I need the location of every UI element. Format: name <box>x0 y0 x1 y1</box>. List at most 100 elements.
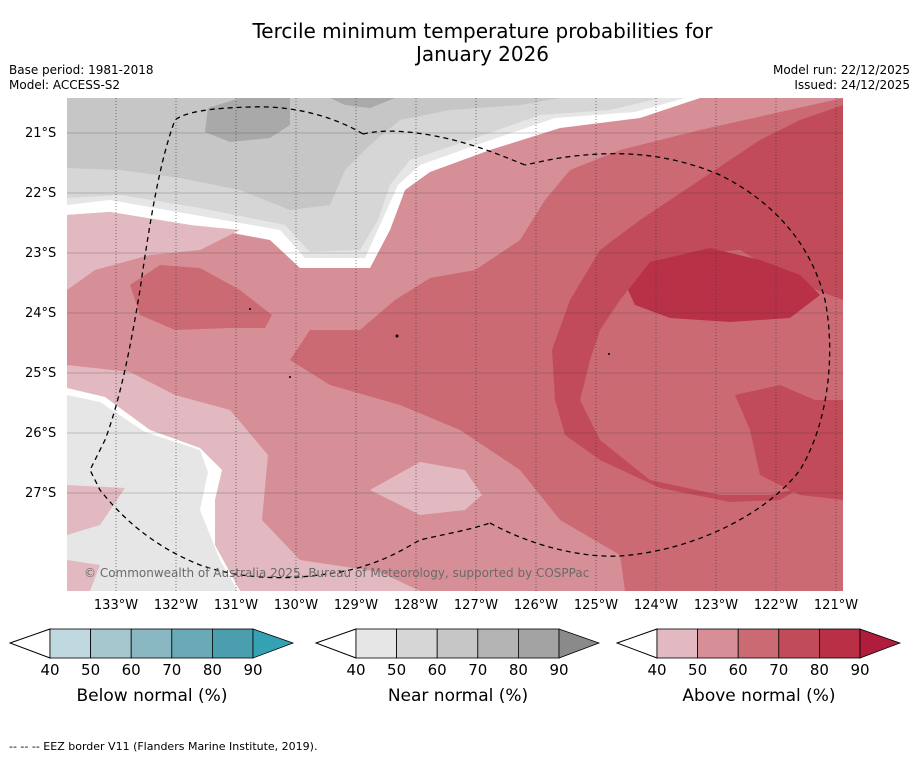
colorbar-above-segment <box>778 628 820 659</box>
colorbar-above <box>616 628 902 659</box>
lon-label-130w: 130°W <box>273 598 319 613</box>
colorbar-near-segment <box>477 628 519 659</box>
probability-map <box>67 98 843 591</box>
colorbar-below-segment <box>130 628 173 659</box>
lon-label-129w: 129°W <box>333 598 379 613</box>
colorbar-above-under <box>616 628 658 659</box>
island-mark <box>395 334 399 338</box>
lon-label-123w: 123°W <box>693 598 739 613</box>
lon-label-126w: 126°W <box>513 598 559 613</box>
base-period: Base period: 1981-2018 <box>9 63 154 77</box>
eez-borders <box>89 106 831 579</box>
below-tick: 90 <box>243 661 263 679</box>
near-tick: 90 <box>549 661 569 679</box>
eez-legend-footer: -- -- -- EEZ border V11 (Flanders Marine… <box>9 740 318 753</box>
title-line-1: Tercile minimum temperature probabilitie… <box>252 19 713 43</box>
colorbar-near <box>315 628 601 659</box>
meta-left: Base period: 1981-2018 Model: ACCESS-S2 <box>9 63 154 93</box>
map-fill-layer <box>67 98 843 591</box>
lower-left-above-40-patch-2 <box>67 560 100 591</box>
meta-right: Model run: 22/12/2025 Issued: 24/12/2025 <box>773 63 910 93</box>
colorbar-below <box>9 628 295 659</box>
colorbar-below-segment <box>90 628 132 659</box>
colorbar-near-under <box>315 628 357 659</box>
lon-label-125w: 125°W <box>573 598 619 613</box>
colorbar-near-segment <box>436 628 479 659</box>
colorbar-below-under <box>9 628 51 659</box>
near-tick: 60 <box>427 661 447 679</box>
above-normal-title: Above normal (%) <box>682 686 836 706</box>
island-mark <box>608 353 610 355</box>
lon-label-127w: 127°W <box>453 598 499 613</box>
lon-label-133w: 133°W <box>93 598 139 613</box>
lat-label-21s: 21°S <box>25 126 57 141</box>
eez-border-east <box>489 153 831 557</box>
lon-label-122w: 122°W <box>753 598 799 613</box>
island-marks <box>249 308 610 378</box>
above-normal-40-area <box>67 212 240 290</box>
below-tick: 60 <box>121 661 141 679</box>
title-line-2: January 2026 <box>415 42 550 66</box>
above-tick: 80 <box>809 661 829 679</box>
colorbar-below-segment <box>211 628 254 659</box>
near-tick: 50 <box>387 661 407 679</box>
copyright-notice: © Commonwealth of Australia 2025, Bureau… <box>84 566 590 580</box>
colorbar-above-segment <box>737 628 780 659</box>
lat-label-26s: 26°S <box>25 426 57 441</box>
colorbar-above-segment <box>818 628 861 659</box>
lat-label-22s: 22°S <box>25 186 57 201</box>
colorbar-near-segment <box>517 628 560 659</box>
above-tick: 50 <box>688 661 708 679</box>
colorbar-above-segment <box>697 628 739 659</box>
lower-left-above-40 <box>67 365 420 591</box>
above-normal-70-south <box>552 350 800 502</box>
above-tick: 60 <box>728 661 748 679</box>
colorbar-above-over <box>859 628 902 659</box>
grid-lines <box>67 98 843 591</box>
colorbar-below-segment <box>49 628 91 659</box>
lon-label-124w: 124°W <box>633 598 679 613</box>
map-title: Tercile minimum temperature probabilitie… <box>0 20 919 66</box>
above-tick: 40 <box>647 661 667 679</box>
lon-label-121w: 121°W <box>813 598 859 613</box>
near-normal-60-area <box>67 98 560 210</box>
eez-border-west-2 <box>362 130 526 166</box>
near-tick: 70 <box>468 661 488 679</box>
below-tick: 50 <box>81 661 101 679</box>
lower-left-above-40-patch <box>67 485 125 535</box>
eez-border-west <box>89 106 491 579</box>
colorbar-below-over <box>252 628 295 659</box>
near-normal-70-area-2 <box>330 98 395 108</box>
near-tick: 80 <box>508 661 528 679</box>
lat-label-23s: 23°S <box>25 246 57 261</box>
above-normal-70-area <box>552 98 843 500</box>
colorbar-near-over <box>558 628 601 659</box>
colorbar-below-segment <box>171 628 213 659</box>
issued-date: Issued: 24/12/2025 <box>794 78 910 92</box>
model-run: Model run: 22/12/2025 <box>772 63 910 77</box>
above-normal-80-area <box>628 248 820 322</box>
below-normal-title: Below normal (%) <box>76 686 228 706</box>
above-tick: 70 <box>769 661 789 679</box>
island-mark <box>289 376 291 378</box>
colorbar-near-segment <box>355 628 397 659</box>
near-normal-70-area <box>205 98 290 142</box>
colorbar-near-segment <box>396 628 438 659</box>
lat-label-27s: 27°S <box>25 486 57 501</box>
lat-label-25s: 25°S <box>25 366 57 381</box>
near-tick: 40 <box>346 661 366 679</box>
near-normal-title: Near normal (%) <box>387 686 529 706</box>
lat-label-24s: 24°S <box>25 306 57 321</box>
above-normal-60-west <box>130 265 272 330</box>
above-normal-40-patch-center <box>370 462 482 515</box>
below-tick: 40 <box>40 661 60 679</box>
above-tick: 90 <box>850 661 870 679</box>
lon-label-132w: 132°W <box>153 598 199 613</box>
lon-label-128w: 128°W <box>393 598 439 613</box>
model-name: Model: ACCESS-S2 <box>9 78 121 92</box>
below-tick: 70 <box>162 661 182 679</box>
below-tick: 80 <box>202 661 222 679</box>
colorbar-above-segment <box>656 628 698 659</box>
island-mark <box>249 308 251 310</box>
lon-label-131w: 131°W <box>213 598 259 613</box>
